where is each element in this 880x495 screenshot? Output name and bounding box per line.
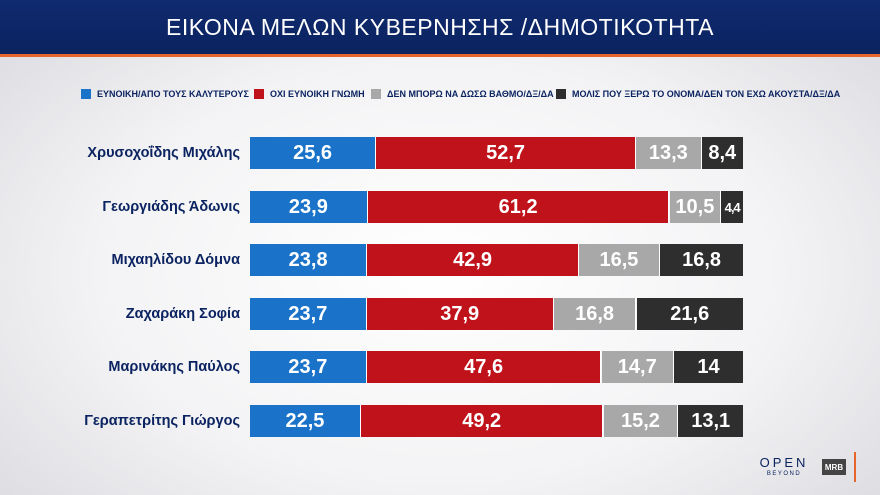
legend-label: ΜΟΛΙΣ ΠΟΥ ΞΕΡΩ ΤΟ ΟΝΟΜΑ/ΔΕΝ ΤΟΝ ΕΧΩ ΑΚΟΥ…	[572, 89, 841, 99]
chart-title: ΕΙΚΟΝΑ ΜΕΛΩΝ ΚΥΒΕΡΝΗΣΗΣ /ΔΗΜΟΤΙΚΟΤΗΤΑ	[166, 14, 714, 40]
bar-segment: 25,6	[250, 137, 377, 169]
legend-swatch	[371, 89, 381, 99]
legend-swatch	[254, 89, 264, 99]
legend-item: ΜΟΛΙΣ ΠΟΥ ΞΕΡΩ ΤΟ ΟΝΟΜΑ/ΔΕΝ ΤΟΝ ΕΧΩ ΑΚΟΥ…	[556, 86, 840, 102]
bar-segment: 4,4	[721, 191, 743, 223]
mrb-logo: MRB	[822, 459, 846, 475]
bar-segment: 23,9	[250, 191, 368, 223]
bar-segment: 21,6	[636, 298, 743, 330]
bar-segment: 22,5	[250, 405, 361, 437]
row-label: Μαρινάκης Παύλος	[108, 359, 240, 375]
bar-segment: 14,7	[601, 351, 674, 383]
open-beyond-logo: OPEN BEYOND	[758, 453, 818, 481]
bar-segment: 16,8	[553, 298, 637, 330]
legend-swatch	[81, 89, 91, 99]
bar-segment: 61,2	[367, 191, 670, 223]
legend-label: ΟΧΙ ΕΥΝΟΙΚΗ ΓΝΩΜΗ	[270, 89, 365, 99]
bar-segment: 13,3	[636, 137, 702, 169]
row-label: Ζαχαράκη Σοφία	[125, 306, 240, 322]
legend-item: ΕΥΝΟΙΚΗ/ΑΠΟ ΤΟΥΣ ΚΑΛΥΤΕΡΟΥΣ	[81, 86, 249, 102]
bar-segment: 42,9	[367, 244, 579, 276]
bar-segment: 10,5	[669, 191, 722, 223]
bar-row: 22,5 49,2 15,2 13,1	[250, 405, 743, 437]
legend-item: ΟΧΙ ΕΥΝΟΙΚΗ ΓΝΩΜΗ	[254, 86, 365, 102]
bar-segment: 23,8	[250, 244, 368, 276]
bar-row: 23,9 61,2 10,5 4,4	[250, 191, 743, 223]
chart-legend: ΕΥΝΟΙΚΗ/ΑΠΟ ΤΟΥΣ ΚΑΛΥΤΕΡΟΥΣ ΟΧΙ ΕΥΝΟΙΚΗ Γ…	[0, 86, 880, 102]
bar-row: 23,7 47,6 14,7 14	[250, 351, 743, 383]
bar-segment: 16,8	[660, 244, 743, 276]
beyond-logo-text: BEYOND	[766, 471, 802, 477]
bar-segment: 8,4	[701, 137, 743, 169]
bar-segment: 23,7	[250, 298, 367, 330]
bar-segment: 14	[674, 351, 743, 383]
bar-segment: 37,9	[366, 298, 554, 330]
legend-item: ΔΕΝ ΜΠΟΡΩ ΝΑ ΔΩΣΩ ΒΑΘΜΟ/ΔΞ/ΔΑ	[371, 86, 554, 102]
row-label: Γεραπετρίτης Γιώργος	[84, 413, 240, 429]
row-label: Μιχαηλίδου Δόμνα	[111, 252, 240, 268]
legend-swatch	[556, 89, 566, 99]
row-label: Χρυσοχοΐδης Μιχάλης	[87, 145, 240, 161]
bar-segment: 16,5	[578, 244, 661, 276]
row-label: Γεωργιάδης Άδωνις	[102, 199, 240, 215]
legend-label: ΕΥΝΟΙΚΗ/ΑΠΟ ΤΟΥΣ ΚΑΛΥΤΕΡΟΥΣ	[97, 89, 249, 99]
open-logo-text: OPEN	[759, 455, 809, 470]
chart-header: ΕΙΚΟΝΑ ΜΕΛΩΝ ΚΥΒΕΡΝΗΣΗΣ /ΔΗΜΟΤΙΚΟΤΗΤΑ	[0, 0, 880, 57]
bar-row: 23,7 37,9 16,8 21,6	[250, 298, 743, 330]
bar-row: 23,8 42,9 16,5 16,8	[250, 244, 743, 276]
bar-segment: 23,7	[250, 351, 367, 383]
bar-row: 25,6 52,7 13,3 8,4	[250, 137, 743, 169]
legend-label: ΔΕΝ ΜΠΟΡΩ ΝΑ ΔΩΣΩ ΒΑΘΜΟ/ΔΞ/ΔΑ	[387, 89, 554, 99]
bar-segment: 15,2	[603, 405, 679, 437]
accent-divider	[854, 452, 856, 482]
bar-segment: 47,6	[366, 351, 602, 383]
bar-segment: 49,2	[360, 405, 604, 437]
bar-segment: 13,1	[678, 405, 743, 437]
bar-segment: 52,7	[376, 137, 636, 169]
